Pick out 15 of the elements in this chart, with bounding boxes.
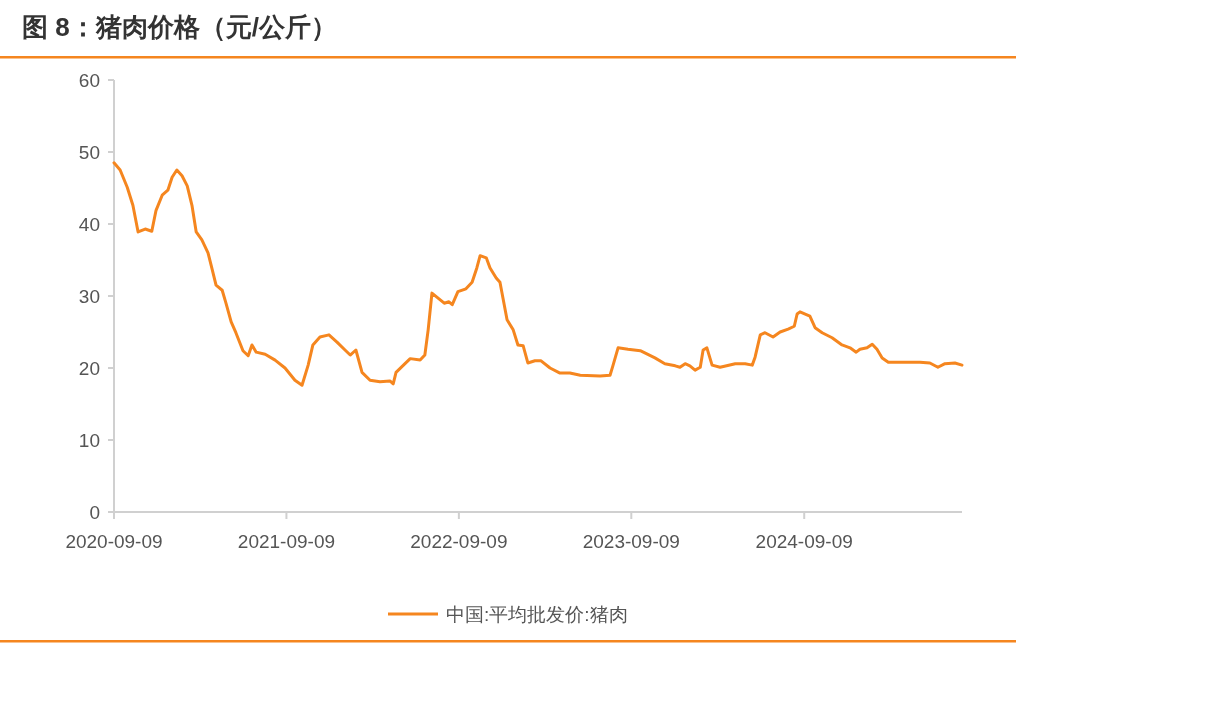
y-tick-label: 50 [78, 141, 100, 163]
chart-title: 图 8：猪肉价格（元/公斤） [22, 12, 337, 42]
y-tick-label: 60 [78, 69, 100, 91]
line-series [112, 161, 964, 387]
x-tick-label: 2020-09-09 [65, 531, 163, 552]
y-tick-label: 40 [78, 213, 100, 235]
x-tick-label: 2024-09-09 [755, 531, 853, 552]
x-tick-label: 2023-09-09 [582, 531, 680, 552]
x-tick-label: 2022-09-09 [410, 531, 508, 552]
y-tick-label: 30 [78, 285, 100, 307]
y-tick-label: 10 [78, 429, 100, 451]
y-tick-label: 0 [89, 501, 100, 523]
x-tick-label: 2021-09-09 [237, 531, 336, 552]
y-tick-label: 20 [78, 357, 100, 379]
legend-label: 中国:平均批发价:猪肉 [446, 603, 628, 625]
